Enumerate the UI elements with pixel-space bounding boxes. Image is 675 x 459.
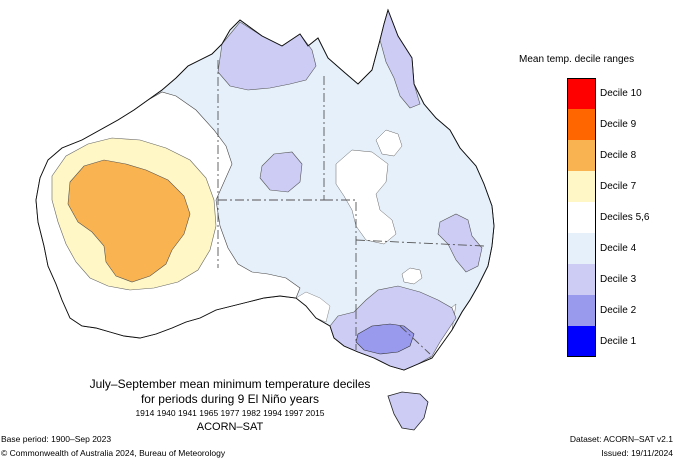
legend-label-deciles-5-6: Deciles 5,6 — [600, 212, 650, 223]
legend-label-decile-9: Decile 9 — [600, 119, 637, 130]
region-decile-5-6-small — [401, 267, 423, 285]
region-decile-3-east — [437, 213, 483, 273]
legend-swatch-decile-3 — [567, 264, 596, 295]
legend-swatch-decile-8 — [567, 140, 596, 171]
map-title-dataset: ACORN–SAT — [196, 421, 264, 433]
base-period-text: Base period: 1900–Sep 2023 — [1, 434, 112, 444]
legend-row-deciles-5-6: Deciles 5,6 — [567, 202, 656, 233]
coastline — [35, 8, 495, 371]
region-decile-3-central — [259, 151, 303, 193]
legend-swatch-decile-2 — [567, 295, 596, 326]
region-decile-8 — [67, 159, 191, 283]
region-decile-2-southeast — [355, 323, 415, 355]
legend-swatch-decile-9 — [567, 109, 596, 140]
legend-swatch-decile-1 — [567, 326, 596, 357]
issued-date-text: Issued: 19/11/2024 — [601, 448, 673, 458]
map-title-years: 1914 1940 1941 1965 1977 1982 1994 1997 … — [135, 408, 325, 418]
legend-row-decile-1: Decile 1 — [567, 326, 656, 357]
legend: Decile 10 Decile 9 Decile 8 Decile 7 Dec… — [567, 78, 656, 357]
legend-row-decile-3: Decile 3 — [567, 264, 656, 295]
legend-row-decile-7: Decile 7 — [567, 171, 656, 202]
legend-label-decile-7: Decile 7 — [600, 181, 637, 192]
legend-swatch-decile-7 — [567, 171, 596, 202]
region-decile-5-6-central — [335, 149, 397, 245]
state-borders — [217, 60, 485, 355]
legend-swatch-decile-10 — [567, 78, 596, 109]
map-title-line-2: for periods during 9 El Niño years — [140, 392, 320, 406]
legend-label-decile-3: Decile 3 — [600, 274, 637, 285]
legend-row-decile-4: Decile 4 — [567, 233, 656, 264]
legend-label-decile-4: Decile 4 — [600, 243, 637, 254]
region-decile-5-6-ne — [375, 129, 403, 157]
legend-label-decile-10: Decile 10 — [600, 88, 642, 99]
legend-label-decile-8: Decile 8 — [600, 150, 637, 161]
legend-label-decile-1: Decile 1 — [600, 336, 637, 347]
dataset-version-text: Dataset: ACORN–SAT v2.1 — [569, 434, 673, 444]
map-title-block: July–September mean minimum temperature … — [70, 377, 390, 434]
legend-row-decile-8: Decile 8 — [567, 140, 656, 171]
legend-label-decile-2: Decile 2 — [600, 305, 637, 316]
legend-row-decile-10: Decile 10 — [567, 78, 656, 109]
region-decile-3-tasmania — [387, 391, 429, 431]
legend-row-decile-9: Decile 9 — [567, 109, 656, 140]
legend-swatch-deciles-5-6 — [567, 202, 596, 233]
region-decile-3-top-end — [217, 21, 317, 91]
copyright-text: © Commonwealth of Australia 2024, Bureau… — [1, 448, 226, 458]
legend-row-decile-2: Decile 2 — [567, 295, 656, 326]
legend-title: Mean temp. decile ranges — [519, 54, 635, 65]
map-title-line-1: July–September mean minimum temperature … — [89, 377, 371, 391]
legend-swatch-decile-4 — [567, 233, 596, 264]
